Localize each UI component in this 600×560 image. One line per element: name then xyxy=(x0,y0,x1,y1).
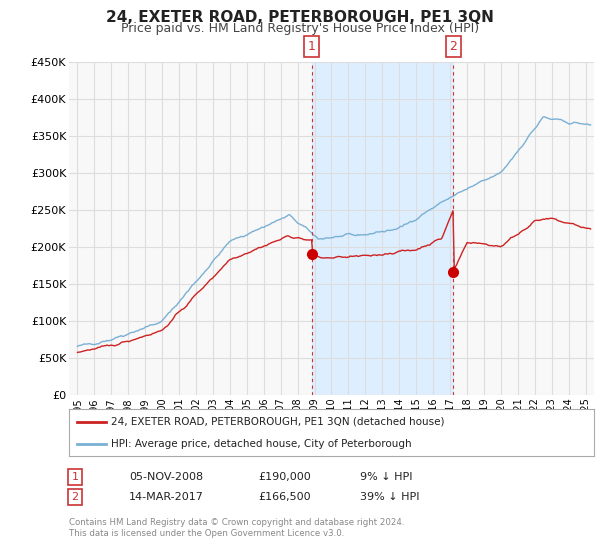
Text: 39% ↓ HPI: 39% ↓ HPI xyxy=(360,492,419,502)
Text: Contains HM Land Registry data © Crown copyright and database right 2024.: Contains HM Land Registry data © Crown c… xyxy=(69,518,404,527)
Text: 9% ↓ HPI: 9% ↓ HPI xyxy=(360,472,413,482)
Text: Price paid vs. HM Land Registry's House Price Index (HPI): Price paid vs. HM Land Registry's House … xyxy=(121,22,479,35)
Text: This data is licensed under the Open Government Licence v3.0.: This data is licensed under the Open Gov… xyxy=(69,529,344,538)
Text: 2: 2 xyxy=(449,40,457,53)
Text: £166,500: £166,500 xyxy=(258,492,311,502)
Text: 1: 1 xyxy=(71,472,79,482)
Text: £190,000: £190,000 xyxy=(258,472,311,482)
Text: 14-MAR-2017: 14-MAR-2017 xyxy=(129,492,204,502)
Text: 2: 2 xyxy=(71,492,79,502)
Text: 24, EXETER ROAD, PETERBOROUGH, PE1 3QN: 24, EXETER ROAD, PETERBOROUGH, PE1 3QN xyxy=(106,10,494,25)
Text: 05-NOV-2008: 05-NOV-2008 xyxy=(129,472,203,482)
Text: HPI: Average price, detached house, City of Peterborough: HPI: Average price, detached house, City… xyxy=(111,438,412,449)
Bar xyxy=(311,62,454,395)
Text: 24, EXETER ROAD, PETERBOROUGH, PE1 3QN (detached house): 24, EXETER ROAD, PETERBOROUGH, PE1 3QN (… xyxy=(111,417,445,427)
Text: 1: 1 xyxy=(308,40,316,53)
